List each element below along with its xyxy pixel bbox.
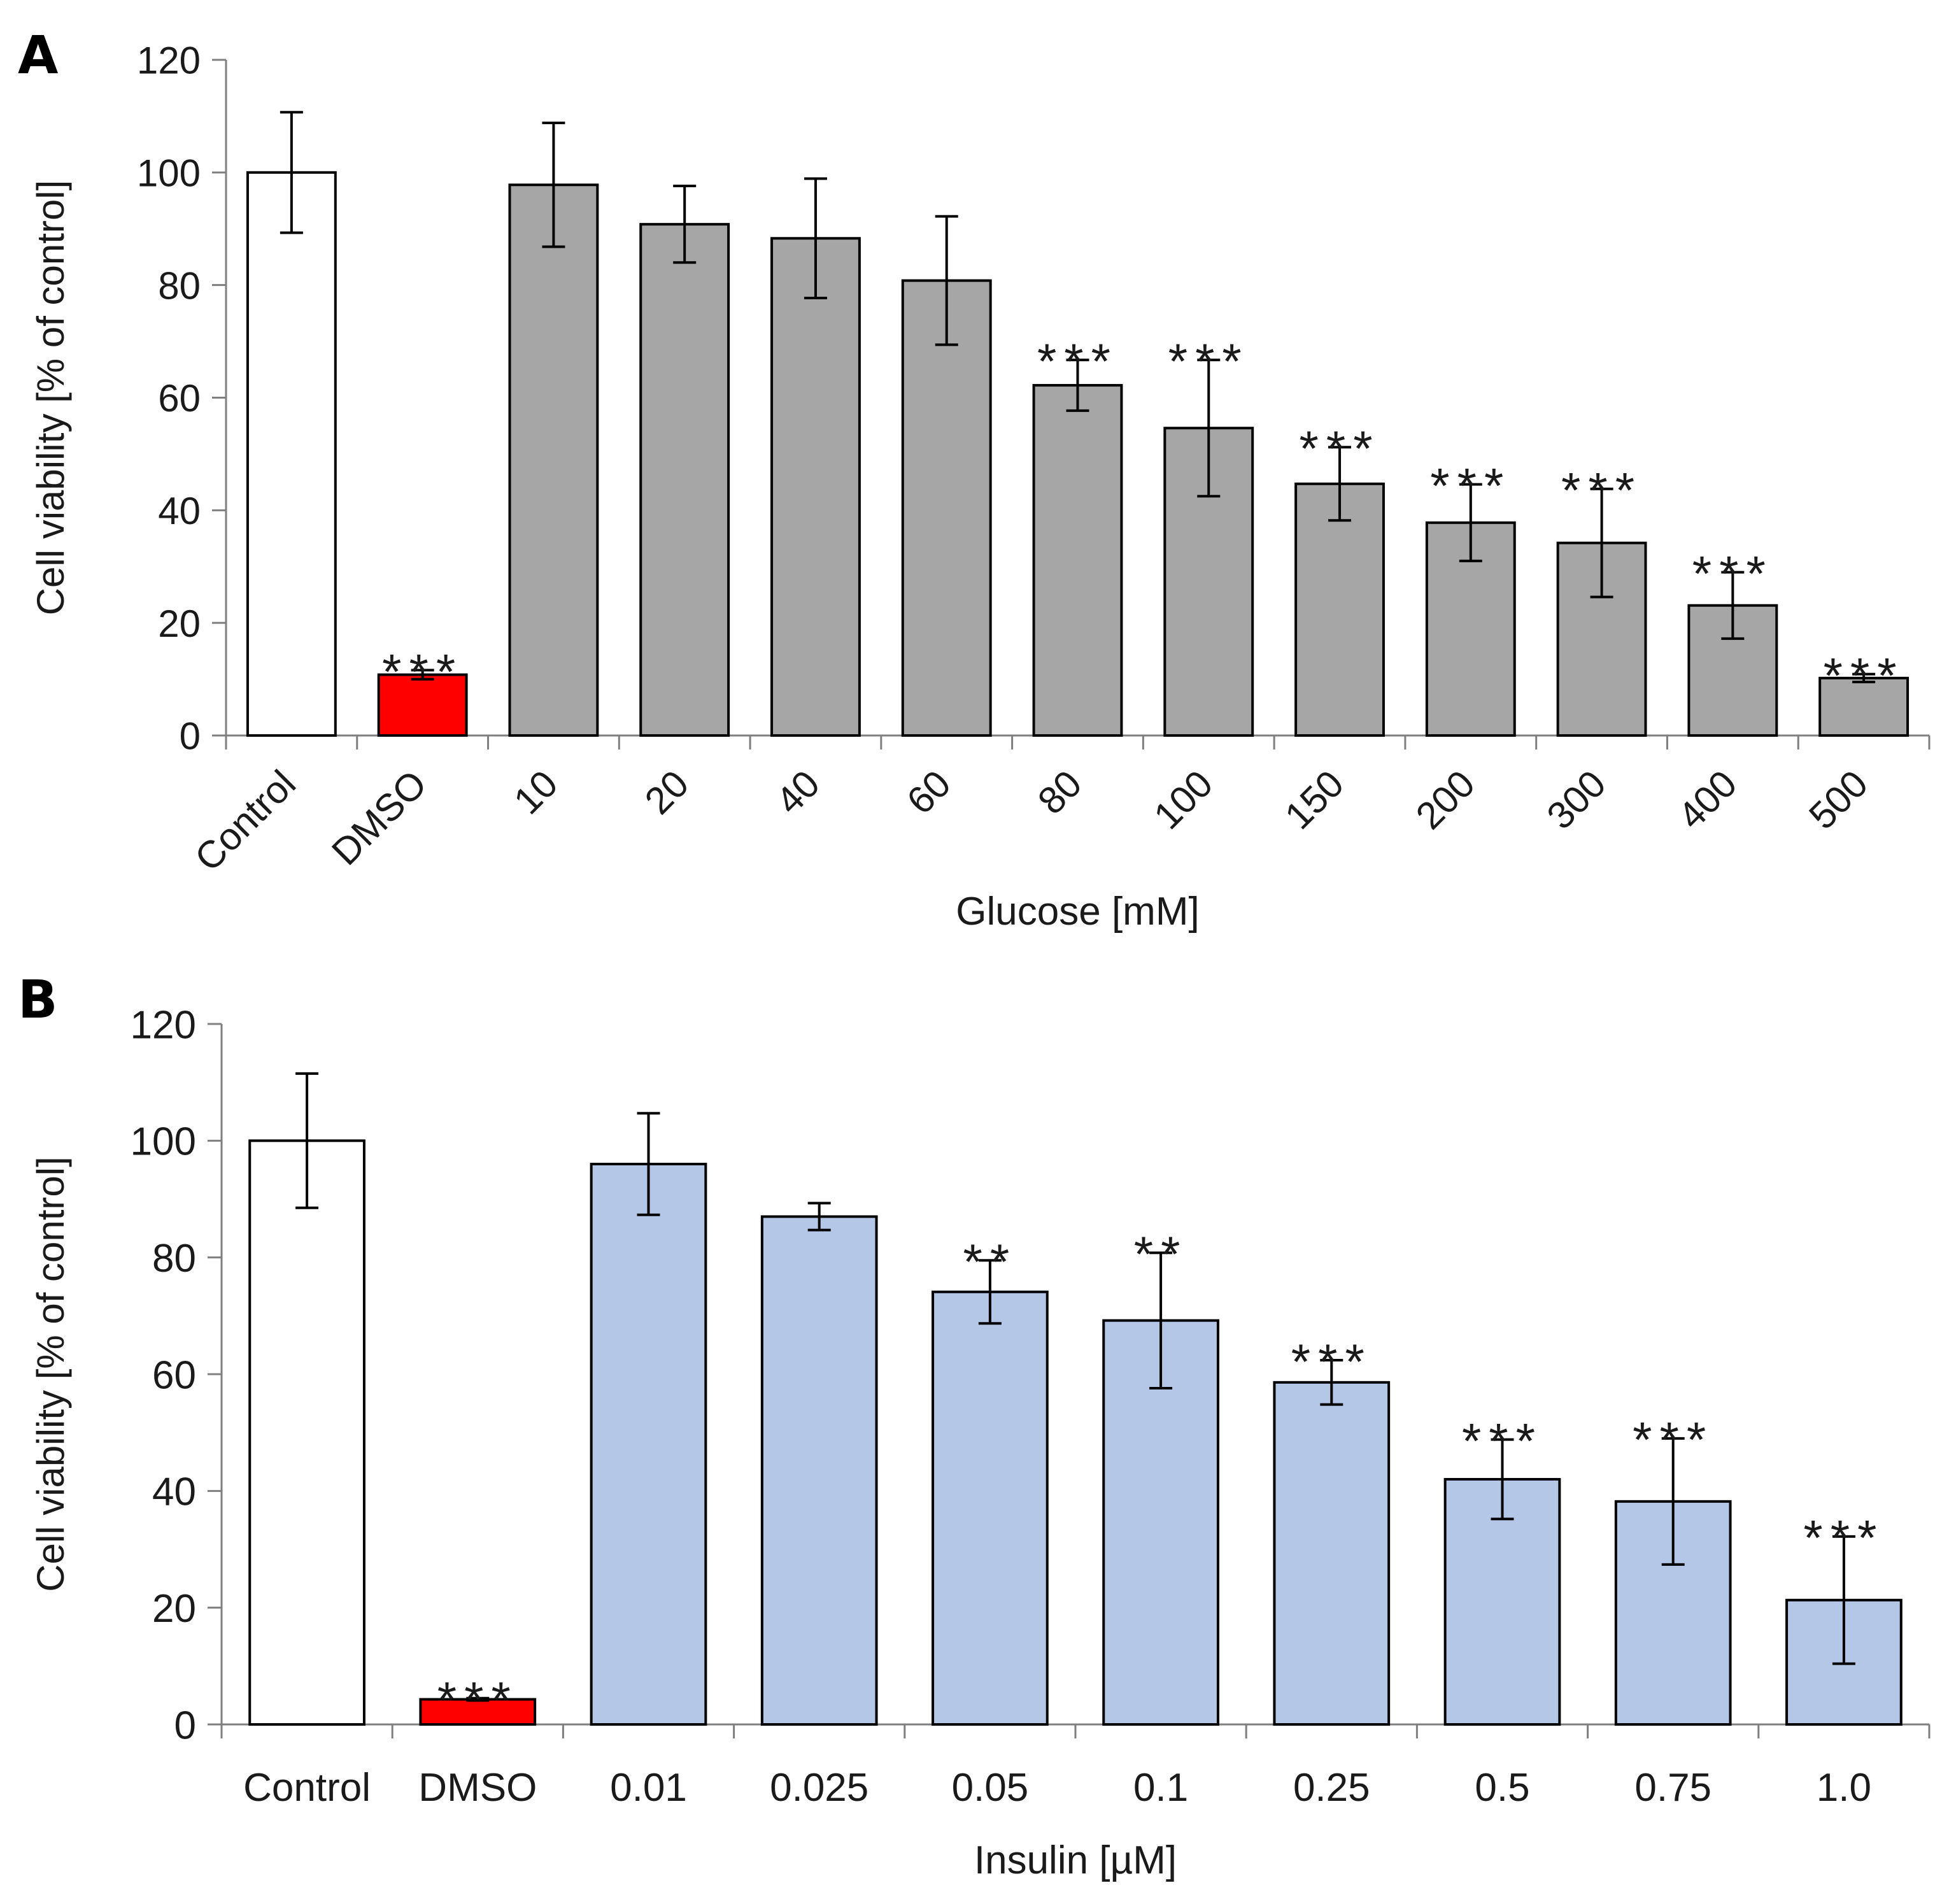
x-tick-label: 200 (1408, 762, 1483, 837)
x-tick-label: 0.01 (610, 1766, 687, 1810)
y-tick-label: 80 (158, 264, 201, 307)
x-tick-label: 0.1 (1133, 1766, 1188, 1810)
x-tick-label: 400 (1669, 762, 1745, 837)
significance-marker: *** (1291, 1333, 1372, 1389)
significance-marker: *** (1692, 545, 1773, 601)
bar-150 (1294, 482, 1385, 737)
x-tick-label: 100 (1145, 762, 1221, 837)
bar-Control (246, 171, 337, 737)
y-tick-label: 80 (152, 1237, 196, 1281)
panel-label: B (18, 970, 58, 1030)
x-tick-label: 40 (768, 762, 828, 823)
y-tick-label: 20 (152, 1587, 196, 1631)
significance-marker: ** (1134, 1226, 1188, 1282)
bar-10 (508, 183, 599, 737)
x-tick-label: 0.75 (1634, 1766, 1712, 1810)
x-tick-label: 20 (637, 762, 697, 823)
x-tick-label: 300 (1539, 762, 1614, 837)
significance-marker: *** (1803, 1510, 1884, 1566)
y-tick-label: 100 (137, 152, 201, 194)
x-axis-title: Glucose [mM] (956, 890, 1199, 934)
bar-0.05 (932, 1290, 1049, 1726)
y-tick-label: 60 (152, 1353, 196, 1397)
significance-marker: *** (1824, 648, 1904, 704)
y-tick-label: 40 (158, 490, 201, 532)
panel-label: A (18, 25, 59, 86)
x-tick-label: 0.5 (1475, 1766, 1529, 1810)
significance-marker: *** (1561, 462, 1642, 518)
significance-marker: *** (1633, 1412, 1713, 1468)
x-tick-label: 150 (1277, 762, 1352, 837)
y-tick-label: 100 (131, 1120, 196, 1164)
significance-marker: *** (382, 643, 463, 699)
significance-marker: *** (437, 1672, 518, 1728)
x-tick-label: 60 (898, 762, 959, 823)
y-axis-title: Cell viability [% of control] (29, 180, 72, 616)
x-axis-title: Insulin [µM] (974, 1838, 1177, 1882)
bar-0.01 (590, 1163, 707, 1726)
bar-DMSO (377, 673, 468, 737)
x-tick-label: 500 (1801, 762, 1876, 837)
significance-marker: *** (1037, 333, 1118, 389)
y-tick-label: 20 (158, 602, 201, 645)
chart-insulin: B 0 20 40 60 80 100 120 Control *** DMSO 0.01 0.025 *… (18, 970, 1931, 1882)
bar-0.025 (760, 1215, 878, 1726)
y-tick-label: 0 (174, 1703, 196, 1747)
significance-marker: *** (1430, 458, 1511, 514)
y-tick-label: 60 (158, 377, 201, 420)
significance-marker: *** (1299, 420, 1380, 476)
bar-80 (1032, 384, 1123, 737)
y-tick-label: 120 (137, 39, 201, 82)
bar-40 (770, 237, 861, 737)
x-tick-label: Control (243, 1766, 371, 1810)
x-tick-label: 10 (506, 762, 566, 823)
bar-Control (248, 1139, 365, 1726)
x-tick-label: 1.0 (1817, 1766, 1871, 1810)
x-tick-label: 0.025 (770, 1766, 868, 1810)
x-tick-label: 80 (1030, 762, 1090, 823)
bar-0.25 (1273, 1381, 1391, 1726)
x-tick-label: DMSO (418, 1766, 537, 1810)
x-tick-label: 0.05 (952, 1766, 1029, 1810)
significance-marker: ** (963, 1233, 1017, 1289)
chart-glucose: A 0 20 40 60 80 100 120 Control *** DMSO 10 20 40 60 **… (18, 25, 1931, 934)
bar-60 (901, 279, 992, 737)
x-tick-label: 0.25 (1293, 1766, 1370, 1810)
significance-marker: *** (1462, 1413, 1543, 1469)
y-tick-label: 0 (180, 715, 201, 758)
x-tick-label: DMSO (323, 762, 435, 874)
significance-marker: *** (1168, 333, 1249, 389)
y-tick-label: 120 (131, 1003, 196, 1047)
y-axis-title: Cell viability [% of control] (29, 1156, 72, 1592)
y-tick-label: 40 (152, 1470, 196, 1514)
bar-20 (639, 223, 730, 737)
x-tick-label: Control (187, 762, 304, 879)
